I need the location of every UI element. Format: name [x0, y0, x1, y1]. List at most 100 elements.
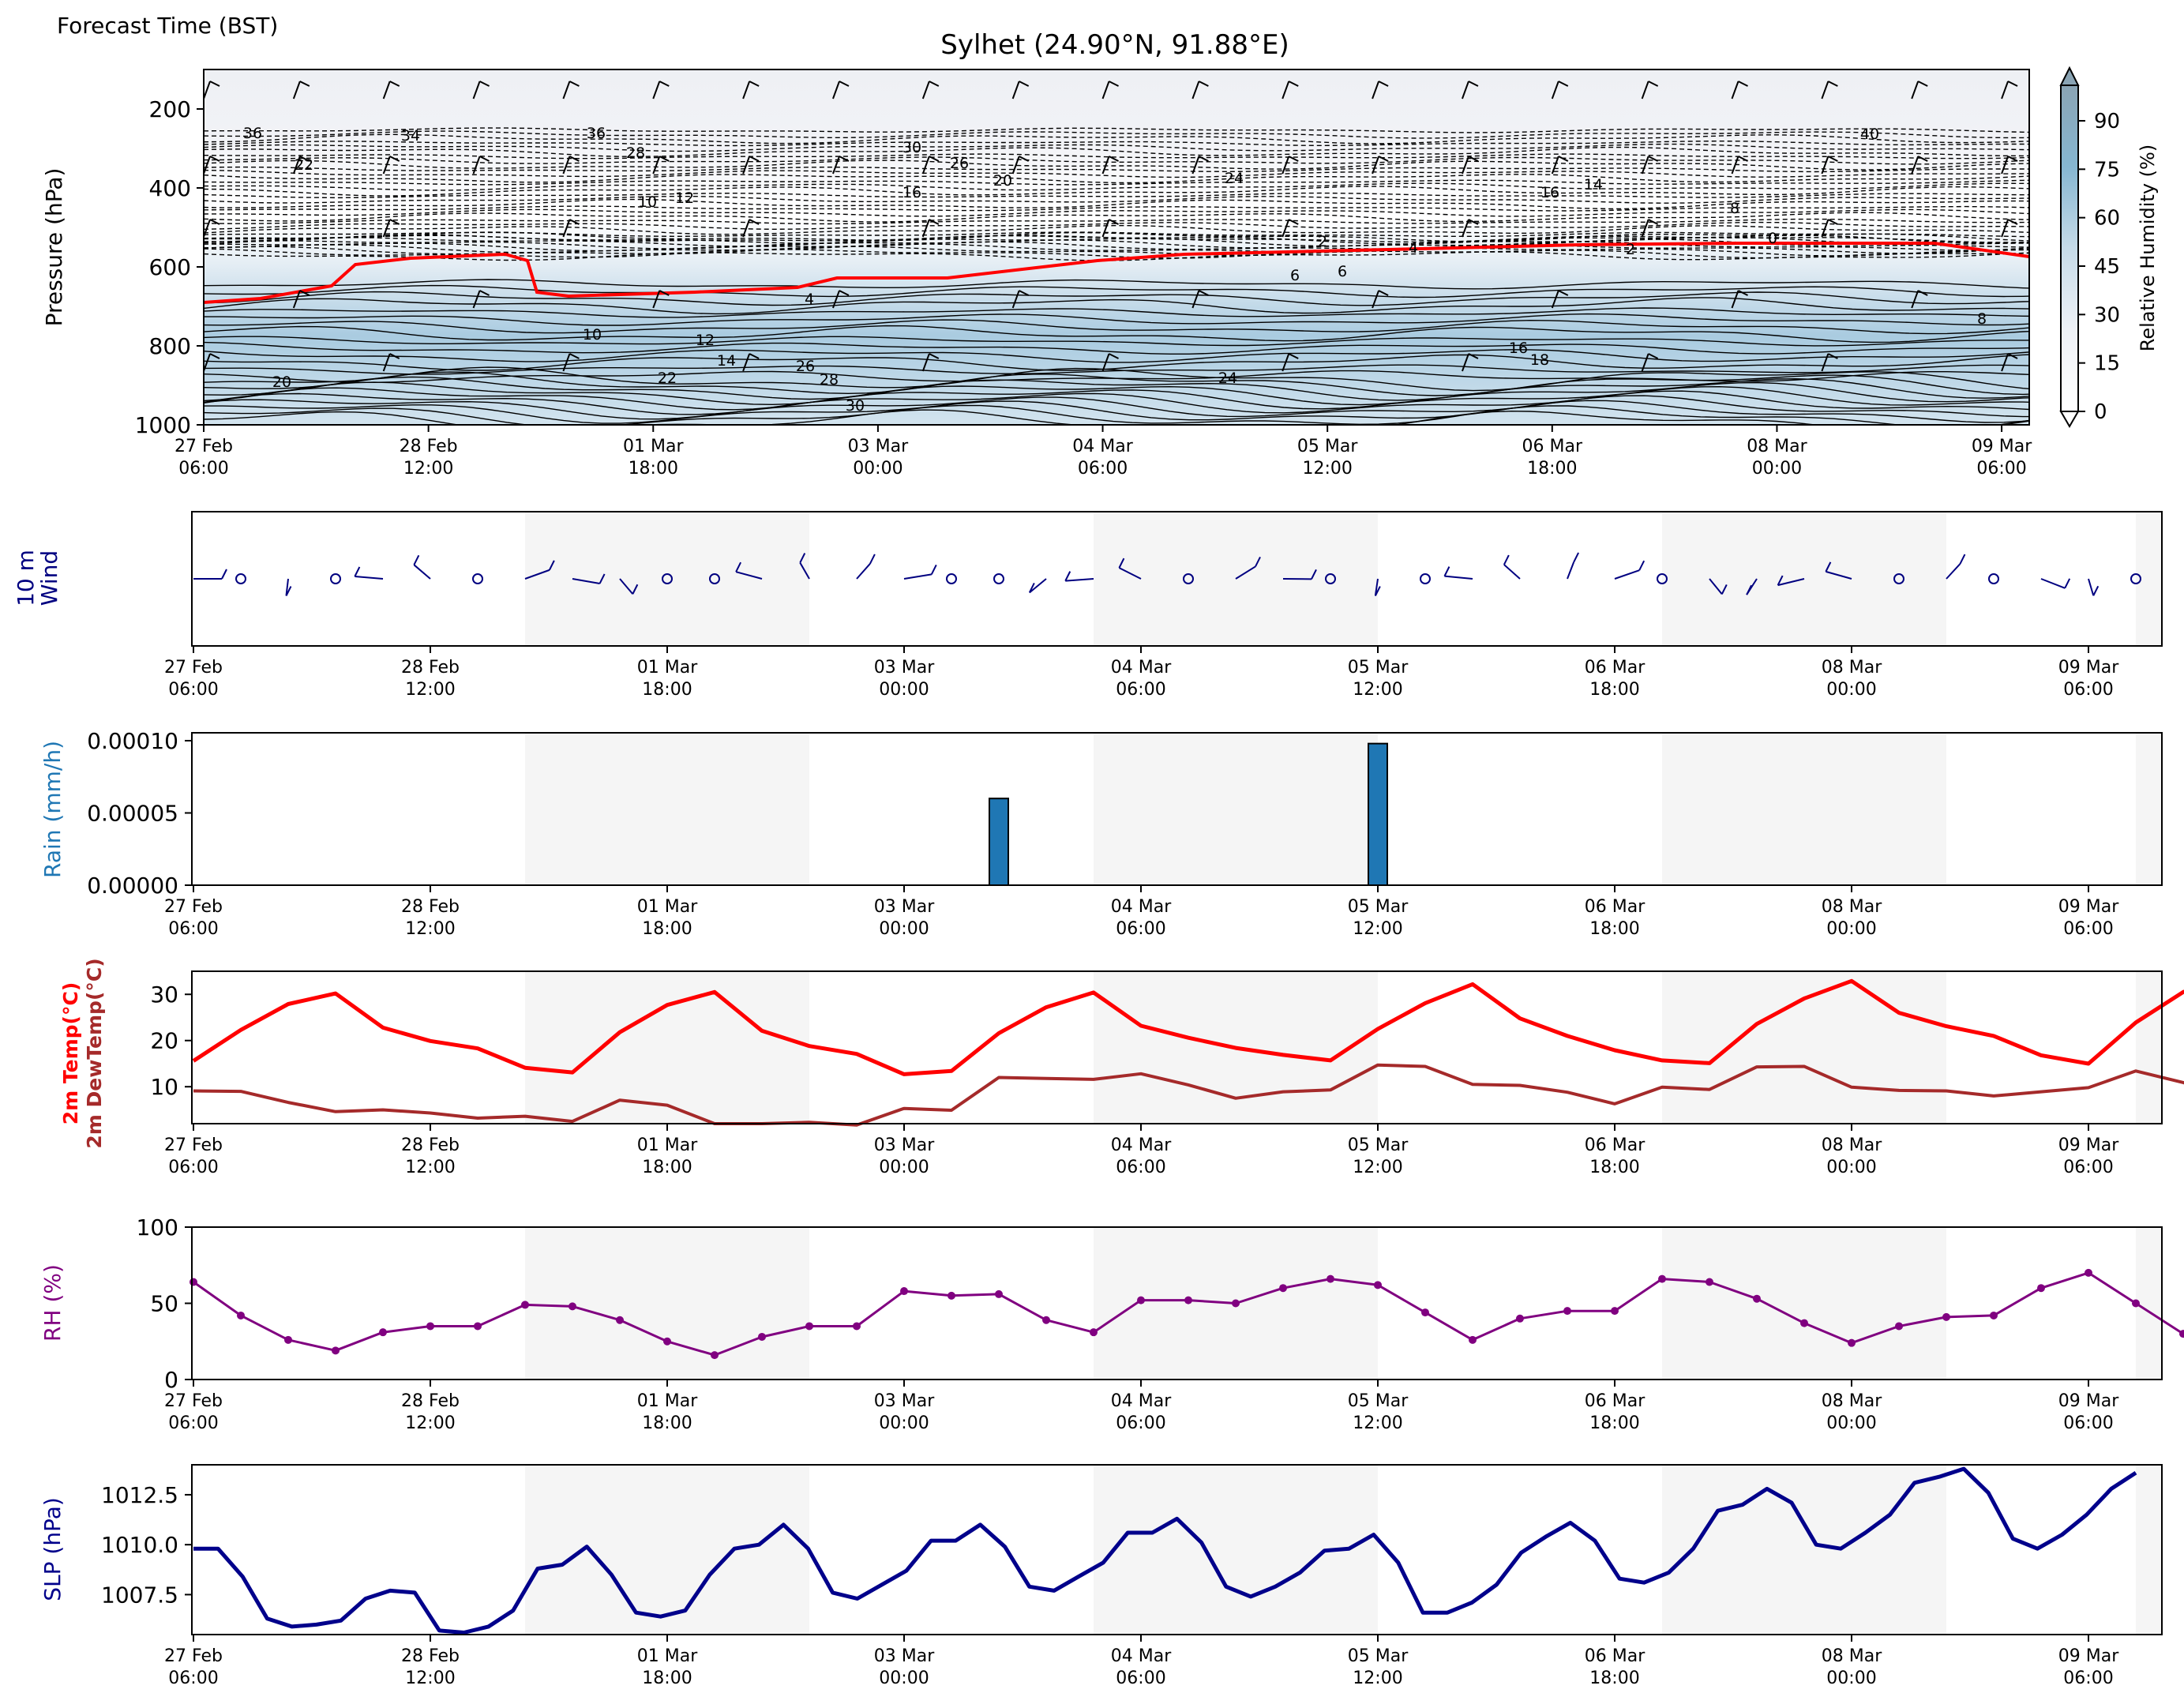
- x-tick-date: 01 Mar: [637, 1391, 698, 1411]
- wind-barb-shaft: [1191, 290, 1200, 309]
- wind-axis-label-line1: 10 m: [13, 550, 39, 606]
- x-tick-time: 12:00: [1302, 459, 1352, 479]
- series-point: [2085, 1268, 2092, 1277]
- x-tick-time: 12:00: [1353, 1413, 1402, 1433]
- x-tick-date: 08 Mar: [1822, 1391, 1882, 1411]
- wind-barb-shaft: [2001, 156, 2010, 175]
- contour-label: 22: [658, 370, 677, 387]
- temperature-contour-negative: [204, 143, 2029, 152]
- wind-barb-shaft: [832, 81, 840, 99]
- wind-barb-shaft: [1821, 219, 1829, 238]
- series-point: [332, 1346, 340, 1355]
- series-point: [758, 1332, 766, 1341]
- temperature-contour-negative: [204, 218, 2029, 225]
- temperature-contour-negative: [204, 153, 2029, 160]
- x-tick-date: 28 Feb: [401, 658, 460, 678]
- calm-wind-circle: [1988, 573, 1999, 584]
- contour-label: 6: [1338, 263, 1347, 280]
- wind-barb-shaft: [1191, 81, 1200, 99]
- slp-line: [193, 1466, 2137, 1635]
- x-tick-date: 04 Mar: [1111, 1136, 1172, 1155]
- wind-barb-flag: [839, 156, 850, 162]
- wind-barb-shaft: [1029, 578, 1047, 594]
- x-tick-time: 12:00: [1353, 919, 1402, 939]
- night-band: [1662, 1465, 1946, 1635]
- wind-barb-flag: [749, 219, 760, 225]
- wind-barb-flag: [929, 156, 940, 162]
- x-tick-date: 28 Feb: [400, 437, 458, 456]
- rain-axis: 0.00000 0.00005 0.00010: [87, 728, 192, 899]
- rain-panel: 0.00000 0.00005 0.00010 Rain (mm/h) 27 Feb…: [39, 728, 2163, 939]
- wind-barb-shaft: [285, 578, 289, 596]
- temp-night-shading: [525, 971, 2162, 1124]
- x-tick-time: 18:00: [642, 1158, 692, 1177]
- night-band: [2136, 971, 2162, 1124]
- wind-barb-shaft: [1821, 81, 1829, 99]
- x-tick-time: 00:00: [879, 1158, 929, 1177]
- wind-barb-flag: [749, 81, 760, 87]
- temperature-contour-positive: [204, 354, 2029, 371]
- contour-label: 10: [638, 193, 657, 211]
- temperature-contour-negative: [204, 208, 2029, 217]
- wind-barb-shaft: [832, 290, 840, 309]
- y-tick-label: 50: [150, 1291, 178, 1317]
- temperature-contour-positive: [204, 371, 2029, 396]
- x-tick-date: 04 Mar: [1111, 1646, 1172, 1666]
- wind-barb-flag: [1443, 566, 1450, 577]
- temperature-contour-negative: [204, 179, 2029, 186]
- y-tick-label: 1010.0: [101, 1532, 178, 1558]
- corner-label: Forecast Time (BST): [57, 13, 278, 39]
- wind-barb-flag: [1378, 81, 1389, 87]
- series-point: [1753, 1294, 1761, 1303]
- wind-barb-flag: [1118, 557, 1125, 569]
- temperature-contour-positive: [204, 349, 2029, 363]
- wind-barb-flag: [389, 156, 400, 162]
- rh-axis-label: RH (%): [39, 1264, 66, 1342]
- wind-barb-flag: [1746, 584, 1752, 595]
- x-tick-date: 27 Feb: [174, 437, 233, 456]
- rain-night-shading: [525, 733, 2162, 885]
- x-tick-time: 00:00: [879, 1413, 929, 1433]
- wind-barb-flag: [2007, 156, 2018, 162]
- contour-label: 6: [1290, 267, 1300, 284]
- temperature-contour-negative: [204, 182, 2029, 191]
- series-point: [1327, 1274, 1334, 1283]
- contour-label: 0: [1768, 230, 1777, 247]
- contour-label: 8: [1977, 310, 1987, 328]
- wind-barb-flag: [354, 566, 361, 577]
- colorbar-tick-label: 30: [2094, 303, 2120, 327]
- wind-barb-shaft: [1911, 81, 1919, 99]
- wind-barb-shaft: [382, 353, 391, 372]
- temperature-contour-positive: [204, 395, 2029, 420]
- temperature-contour-positive: [204, 409, 2029, 425]
- x-tick-time: 12:00: [1353, 680, 1402, 700]
- x-tick-time: 06:00: [2063, 680, 2113, 700]
- x-tick-date: 03 Mar: [874, 1136, 935, 1155]
- contour-label: 26: [796, 358, 815, 375]
- colorbar-top-extend: [2059, 66, 2080, 86]
- wind-barb-flag: [1738, 156, 1748, 162]
- wind-barb-shaft: [1731, 81, 1739, 99]
- wind-barb-flag: [1573, 552, 1579, 563]
- wind-barb-shaft: [1282, 81, 1290, 99]
- wind-barb-flag: [1109, 219, 1119, 225]
- y-tick-label: 200: [149, 96, 191, 122]
- x-tick-date: 05 Mar: [1348, 1136, 1409, 1155]
- wind-barb-flag: [659, 81, 670, 87]
- series-point: [1658, 1274, 1666, 1283]
- x-tick-date: 03 Mar: [874, 658, 935, 678]
- x-tick-date: 05 Mar: [1348, 1391, 1409, 1411]
- series-point: [190, 1278, 197, 1286]
- wind-barb-flag: [1468, 219, 1479, 225]
- wind-barb-shaft: [1503, 564, 1521, 580]
- wind-barb-shaft: [472, 290, 481, 309]
- temperature-contour-positive: [204, 390, 2029, 415]
- wind-barb-shaft: [204, 81, 211, 99]
- x-tick-time: 06:00: [168, 1158, 218, 1177]
- x-tick-date: 27 Feb: [164, 658, 223, 678]
- wind-barb-shaft: [1821, 156, 1829, 175]
- x-tick-time: 12:00: [405, 1158, 455, 1177]
- x-tick-time: 06:00: [1976, 459, 2026, 479]
